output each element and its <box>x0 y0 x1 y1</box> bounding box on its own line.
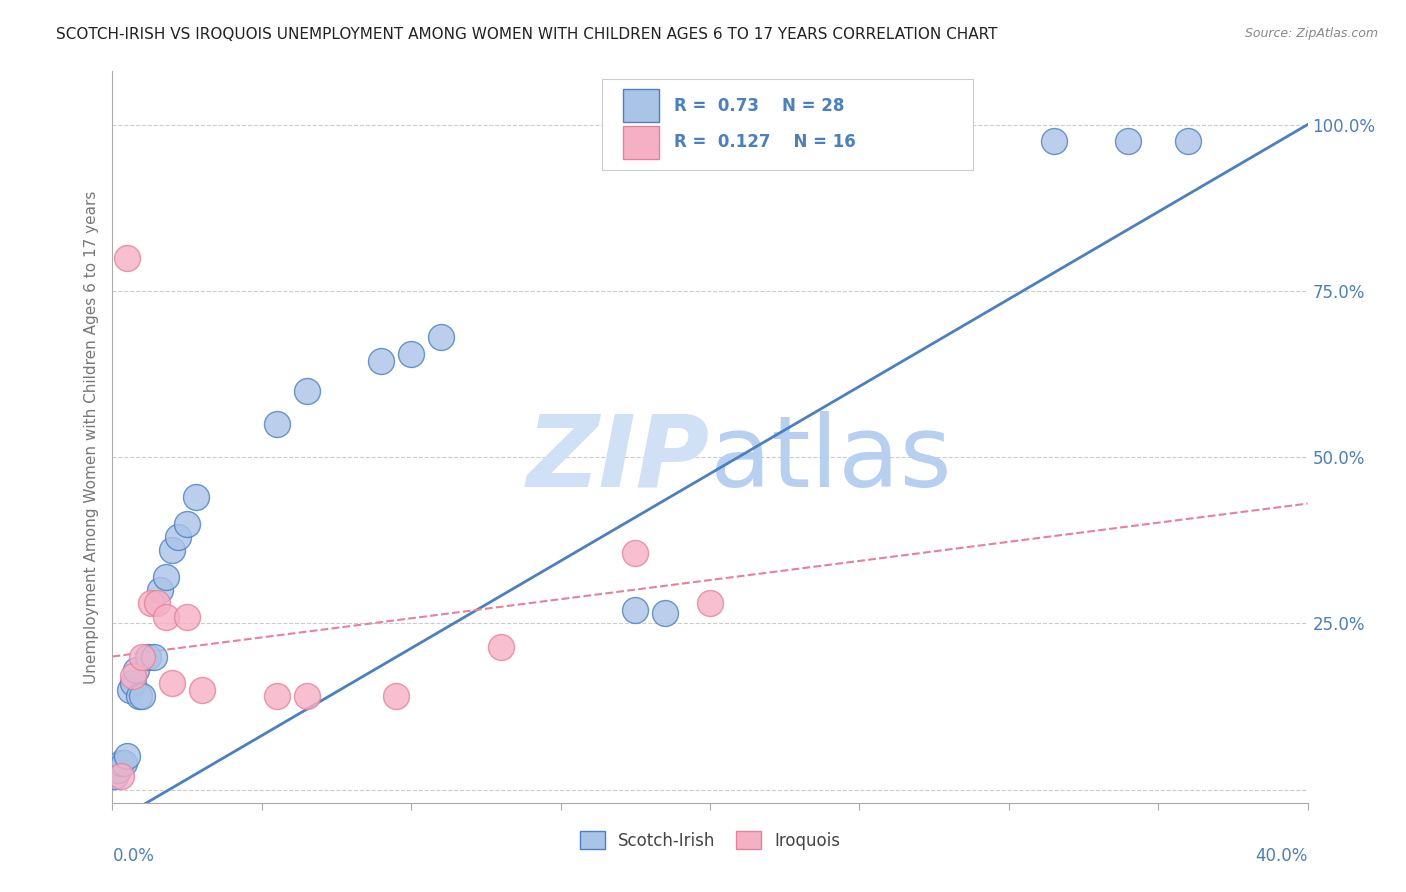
Point <box>122 676 145 690</box>
Point <box>162 543 183 558</box>
Point <box>117 251 139 265</box>
Point <box>107 763 129 777</box>
Point <box>155 609 177 624</box>
Point <box>370 353 392 368</box>
Point <box>699 596 721 610</box>
Point <box>654 607 676 621</box>
Point <box>176 516 198 531</box>
Point <box>167 530 190 544</box>
Point <box>266 417 288 431</box>
Point <box>141 596 163 610</box>
Point <box>401 347 423 361</box>
Point <box>624 546 647 560</box>
Legend: Scotch-Irish, Iroquois: Scotch-Irish, Iroquois <box>574 824 846 856</box>
Point <box>162 676 183 690</box>
Text: atlas: atlas <box>710 410 952 508</box>
Point <box>120 682 142 697</box>
Point <box>110 756 132 770</box>
Point <box>114 756 135 770</box>
Point <box>430 330 453 344</box>
Point <box>110 769 132 783</box>
Point <box>104 769 127 783</box>
Point <box>122 669 145 683</box>
Text: 0.0%: 0.0% <box>112 847 155 864</box>
Text: R =  0.127    N = 16: R = 0.127 N = 16 <box>675 133 856 152</box>
Point <box>128 690 150 704</box>
Point <box>1042 134 1064 148</box>
FancyBboxPatch shape <box>623 89 658 122</box>
Point <box>191 682 214 697</box>
Point <box>1177 134 1199 148</box>
Point <box>385 690 408 704</box>
Point <box>186 490 208 504</box>
FancyBboxPatch shape <box>603 78 973 170</box>
Point <box>266 690 288 704</box>
Point <box>176 609 198 624</box>
Text: R =  0.73    N = 28: R = 0.73 N = 28 <box>675 96 845 115</box>
Point <box>117 749 139 764</box>
Point <box>1118 134 1140 148</box>
Text: ZIP: ZIP <box>527 410 710 508</box>
Point <box>295 384 318 398</box>
Point <box>624 603 647 617</box>
Point <box>146 596 169 610</box>
Point <box>125 663 148 677</box>
Point <box>149 582 172 597</box>
Point <box>155 570 177 584</box>
Text: Source: ZipAtlas.com: Source: ZipAtlas.com <box>1244 27 1378 40</box>
FancyBboxPatch shape <box>623 126 658 159</box>
Point <box>489 640 512 654</box>
Point <box>143 649 166 664</box>
Point <box>295 690 318 704</box>
Point <box>131 649 153 664</box>
Point <box>131 690 153 704</box>
Text: SCOTCH-IRISH VS IROQUOIS UNEMPLOYMENT AMONG WOMEN WITH CHILDREN AGES 6 TO 17 YEA: SCOTCH-IRISH VS IROQUOIS UNEMPLOYMENT AM… <box>56 27 998 42</box>
Point <box>138 649 160 664</box>
Y-axis label: Unemployment Among Women with Children Ages 6 to 17 years: Unemployment Among Women with Children A… <box>84 190 100 684</box>
Text: 40.0%: 40.0% <box>1256 847 1308 864</box>
